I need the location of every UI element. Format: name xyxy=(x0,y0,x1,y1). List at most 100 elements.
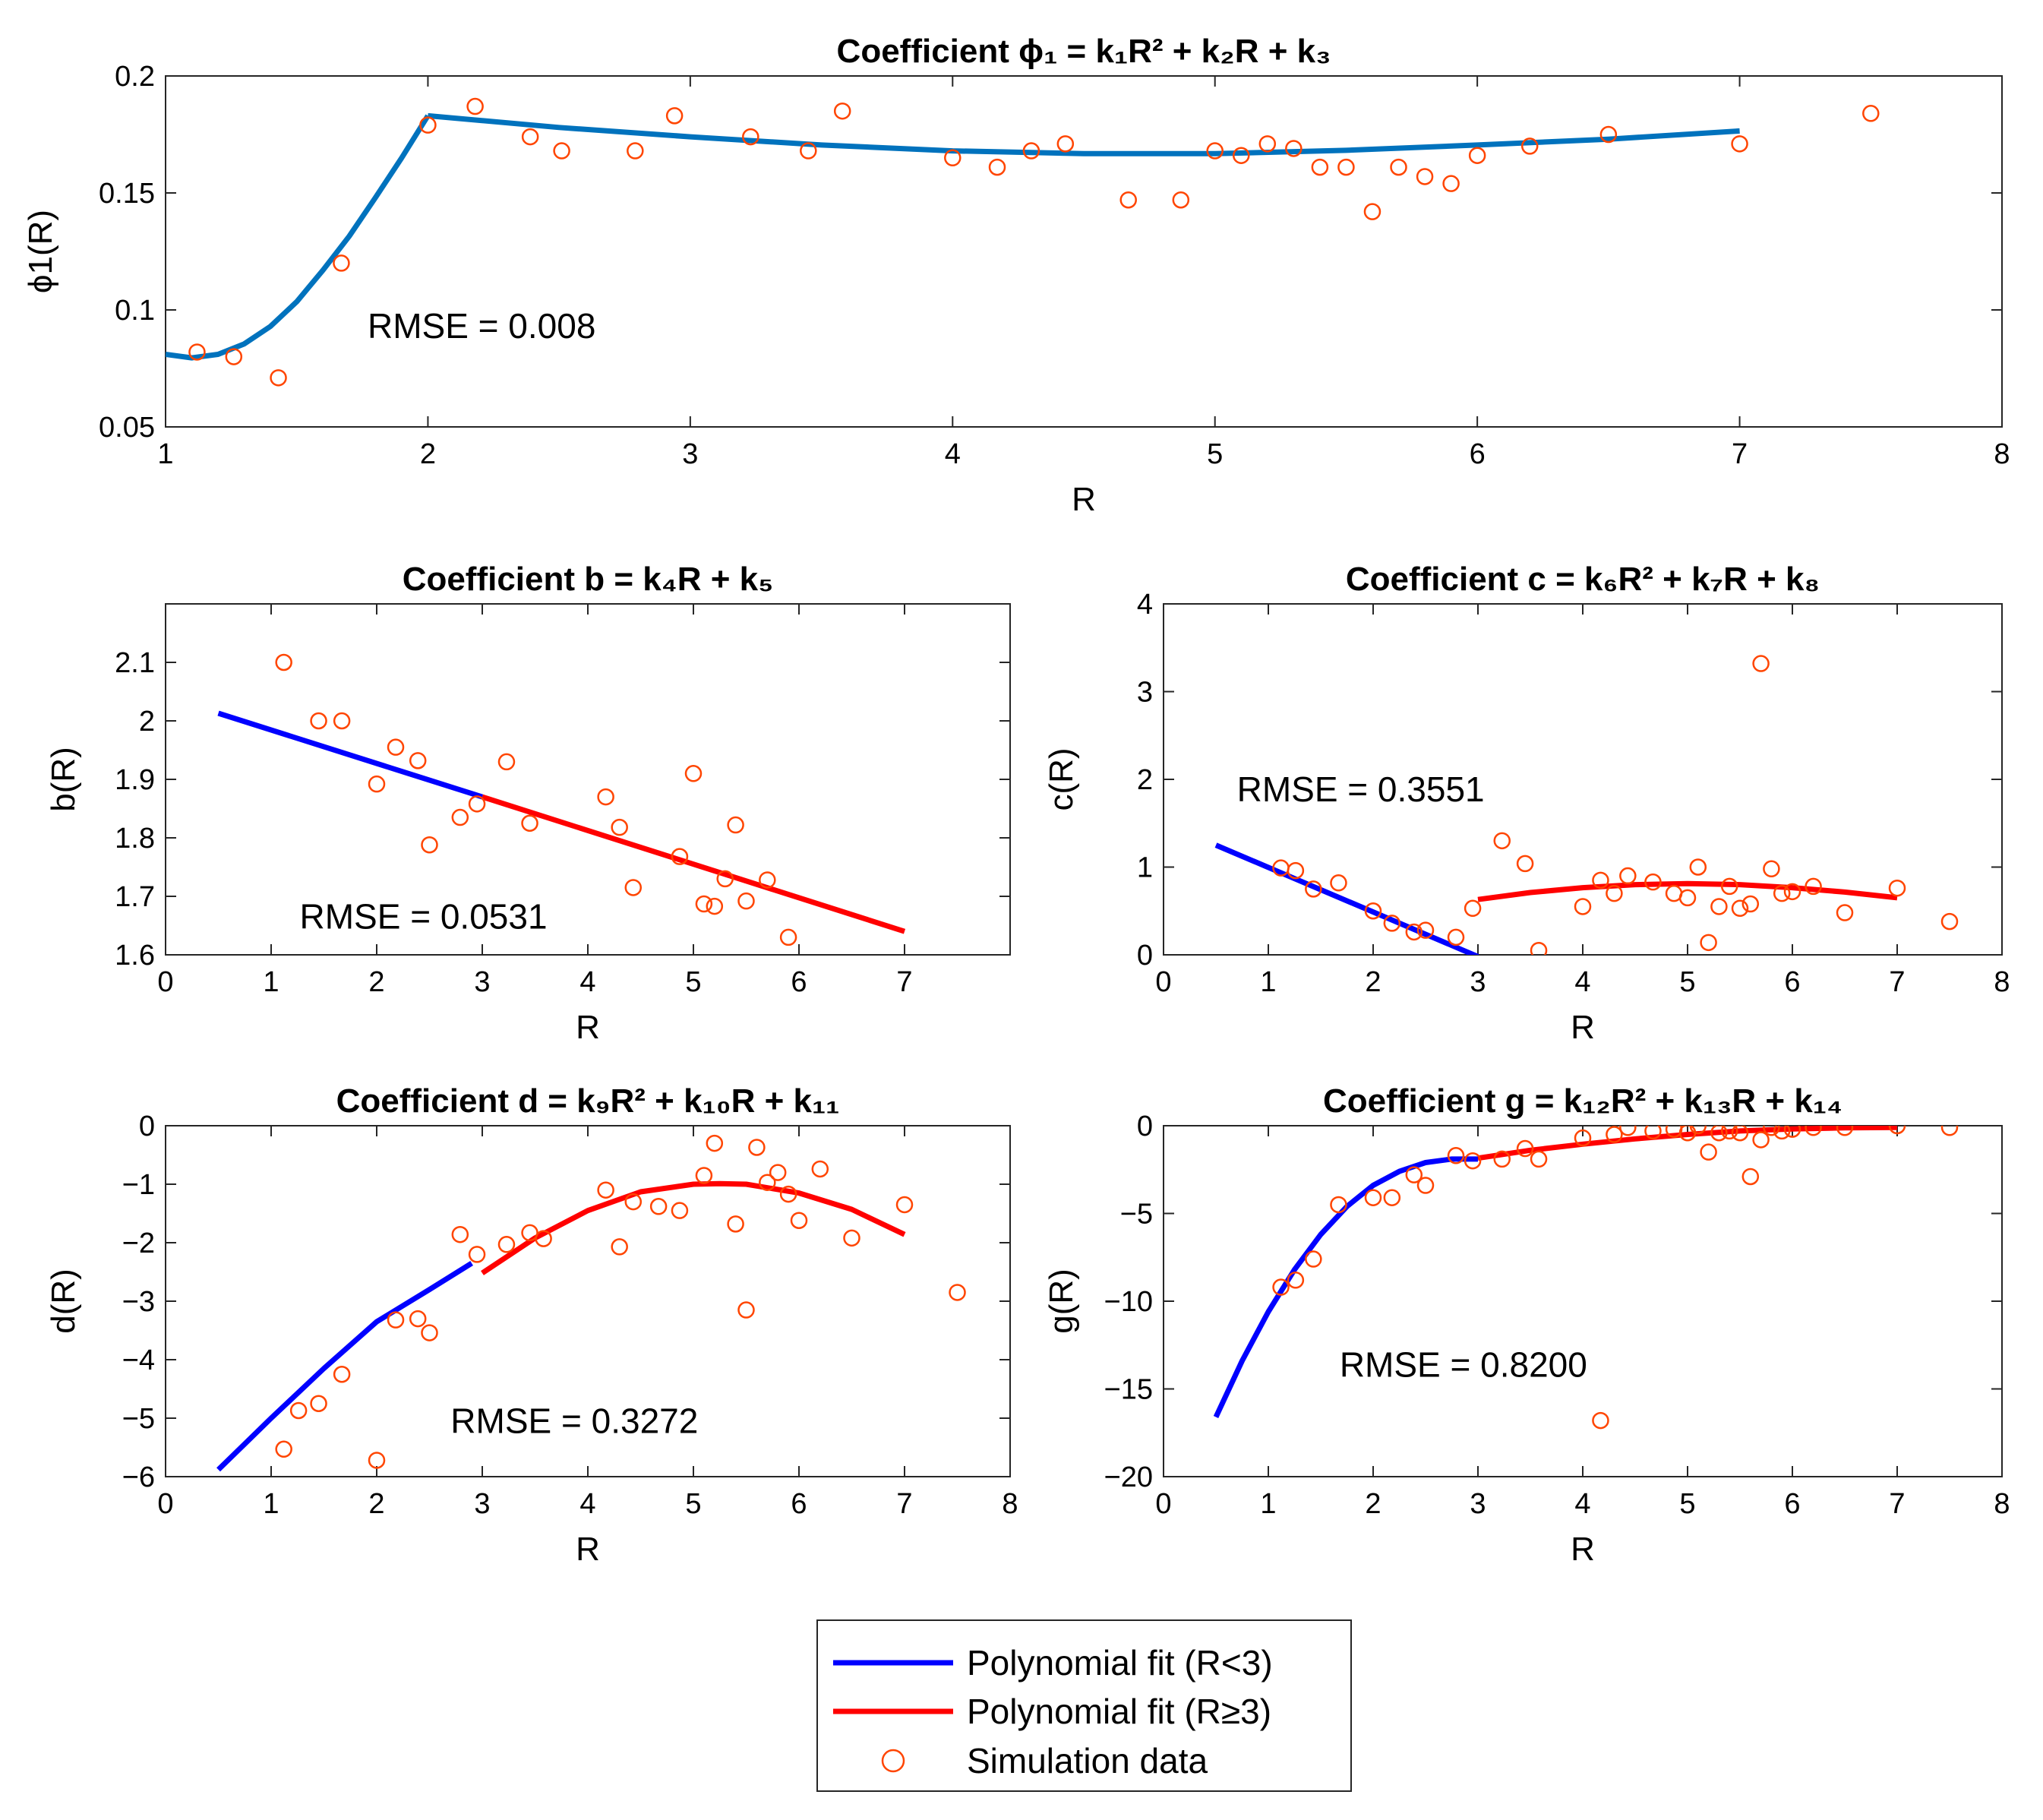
rmse-annotation: RMSE = 0.3272 xyxy=(450,1401,698,1440)
x-tick-label: 7 xyxy=(896,1488,912,1520)
data-point xyxy=(649,1198,668,1215)
data-point xyxy=(1606,1126,1623,1143)
chart-title: Coefficient d = k₉R² + k₁₀R + k₁₁ xyxy=(336,1082,840,1120)
data-point xyxy=(843,1229,860,1247)
data-point xyxy=(333,254,350,272)
x-tick-label: 3 xyxy=(682,438,698,470)
x-axis-label: R xyxy=(576,1531,600,1568)
data-point xyxy=(1783,1126,1801,1138)
y-axis-label: ϕ1(R) xyxy=(22,210,59,293)
y-tick-label: 4 xyxy=(1137,589,1153,621)
data-point xyxy=(779,928,797,946)
data-point xyxy=(759,1174,776,1191)
axes-box xyxy=(165,603,1011,956)
x-tick-label: 2 xyxy=(1365,1488,1381,1520)
plot-area xyxy=(1214,655,1959,955)
data-point xyxy=(597,1181,614,1199)
data-point xyxy=(1493,1150,1511,1168)
y-tick-label: −3 xyxy=(122,1286,155,1318)
x-tick-label: 7 xyxy=(1889,1488,1905,1520)
data-point xyxy=(727,1215,744,1233)
y-axis-label: d(R) xyxy=(45,1269,82,1334)
data-point xyxy=(949,1284,966,1301)
y-tick-label: 1.7 xyxy=(115,881,155,913)
data-point xyxy=(1888,879,1906,897)
y-tick-label: −4 xyxy=(122,1344,155,1376)
fit-line-1 xyxy=(217,710,484,800)
data-point xyxy=(748,1139,766,1156)
y-tick-label: 0.1 xyxy=(115,295,155,327)
x-tick-label: 4 xyxy=(1574,966,1590,998)
x-tick-label: 2 xyxy=(368,966,384,998)
x-tick-label: 5 xyxy=(1679,966,1695,998)
data-point xyxy=(1405,923,1423,941)
data-point xyxy=(333,1366,351,1383)
x-tick-label: 6 xyxy=(1470,438,1486,470)
data-point xyxy=(1805,1126,1822,1136)
data-point xyxy=(1710,1126,1728,1142)
y-tick-label: −2 xyxy=(122,1228,155,1259)
data-point xyxy=(1530,941,1548,955)
data-point xyxy=(1836,904,1854,921)
x-tick-label: 7 xyxy=(1732,438,1748,470)
data-point xyxy=(1258,135,1277,153)
rmse-annotation: RMSE = 0.8200 xyxy=(1340,1344,1587,1384)
data-point xyxy=(310,1395,327,1412)
data-point xyxy=(769,1164,787,1181)
data-point xyxy=(1311,158,1329,176)
x-tick-label: 0 xyxy=(1155,966,1171,998)
fit-line-1 xyxy=(216,1261,473,1472)
data-point xyxy=(270,369,287,387)
x-tick-label: 1 xyxy=(263,966,279,998)
data-point xyxy=(811,1160,829,1178)
data-point xyxy=(1644,873,1662,891)
data-point xyxy=(1520,137,1539,155)
data-point xyxy=(737,892,755,910)
data-point xyxy=(759,871,776,889)
legend: Polynomial fit (R<3) Polynomial fit (R≥3)… xyxy=(816,1619,1352,1792)
fit-line-1 xyxy=(1214,842,1479,955)
legend-box xyxy=(816,1619,1352,1792)
data-point xyxy=(451,808,469,826)
data-point xyxy=(1592,871,1609,889)
y-tick-label: 0.15 xyxy=(99,178,155,210)
y-tick-label: 1.8 xyxy=(115,823,155,855)
data-point xyxy=(1464,899,1482,918)
data-point xyxy=(1530,1150,1548,1168)
data-point xyxy=(1405,1166,1423,1183)
data-point xyxy=(1763,1126,1780,1136)
data-point xyxy=(1700,1143,1717,1161)
data-point xyxy=(1383,1189,1401,1206)
x-tick-label: 5 xyxy=(1679,1488,1695,1520)
data-point xyxy=(387,1311,405,1329)
y-tick-label: 0 xyxy=(1137,940,1153,972)
data-point xyxy=(695,1167,713,1184)
data-point xyxy=(627,142,644,160)
data-point xyxy=(1574,898,1592,915)
x-tick-label: 8 xyxy=(1994,966,2010,998)
data-point xyxy=(1447,1147,1465,1164)
y-tick-label: 1.6 xyxy=(115,940,155,972)
data-point xyxy=(1741,895,1760,913)
chart-phi1: 1 2 3 4 5 6 7 8 0.05 0.1 0.15 0.2 Coefficient ϕ₁ = k… xyxy=(22,33,2010,518)
data-point xyxy=(225,348,243,365)
data-point xyxy=(1363,203,1381,220)
x-tick-label: 8 xyxy=(1002,1488,1018,1520)
x-tick-label: 3 xyxy=(1470,1488,1486,1520)
data-point xyxy=(1330,874,1347,892)
data-point xyxy=(188,343,206,361)
data-point xyxy=(944,149,962,167)
data-point xyxy=(1272,1278,1290,1296)
data-point xyxy=(1644,1126,1662,1140)
data-point xyxy=(671,848,689,865)
data-point xyxy=(1619,1126,1637,1136)
data-point xyxy=(1056,135,1075,153)
data-point xyxy=(387,738,405,756)
data-point xyxy=(742,128,759,146)
data-point xyxy=(1442,175,1460,192)
data-point xyxy=(800,142,817,160)
plot-area xyxy=(216,1134,966,1472)
y-tick-label: 2.1 xyxy=(115,647,155,679)
legend-label: Polynomial fit (R<3) xyxy=(967,1643,1273,1683)
data-point xyxy=(466,97,484,115)
